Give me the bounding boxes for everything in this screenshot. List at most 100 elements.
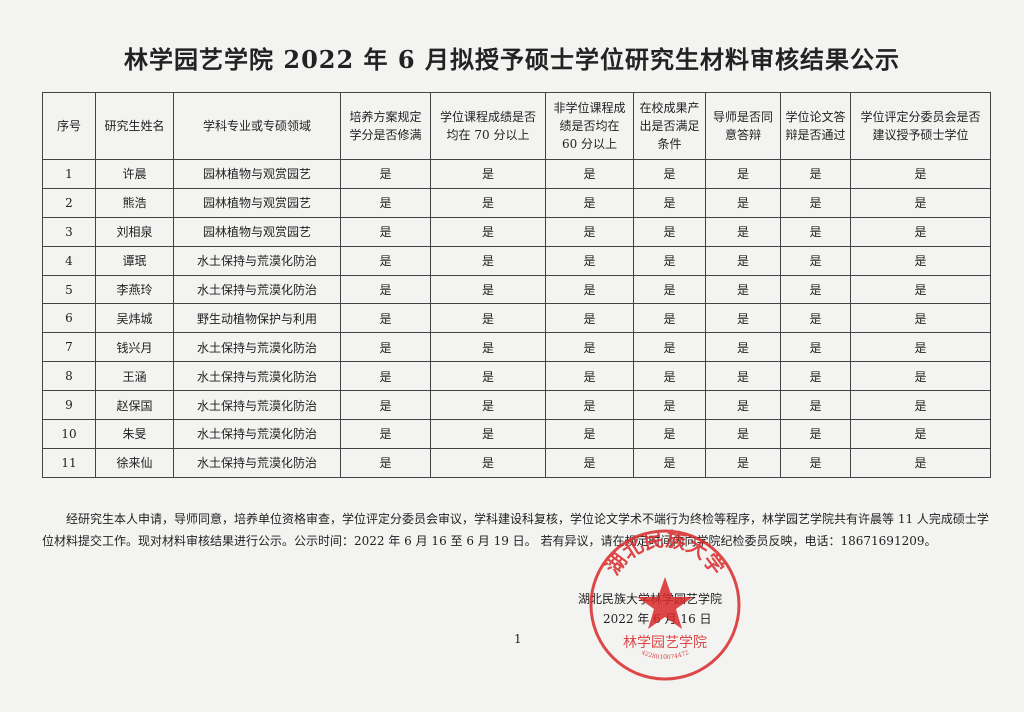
stamp-top: 湖北民族大学 — [601, 527, 730, 579]
table-cell: 是 — [430, 216, 546, 247]
table-cell: 是 — [705, 216, 781, 247]
table-cell: 赵保国 — [95, 390, 174, 421]
table-cell: 是 — [545, 361, 634, 392]
table-cell: 水土保持与荒漠化防治 — [173, 245, 341, 276]
table-cell: 是 — [340, 274, 431, 305]
table-cell: 是 — [780, 303, 851, 334]
table-cell: 李燕玲 — [95, 274, 174, 305]
table-cell: 水土保持与荒漠化防治 — [173, 390, 341, 421]
stamp: 湖北民族大学 林学园艺学院 4228010074472 — [589, 527, 741, 681]
table-cell: 是 — [430, 361, 546, 392]
table-cell: 是 — [850, 303, 991, 334]
table-cell: 钱兴月 — [95, 332, 174, 363]
table-cell: 朱旻 — [95, 419, 174, 449]
header-cell: 学位论文答辩是否通过 — [780, 92, 851, 160]
table-cell: 是 — [850, 332, 991, 363]
table-cell: 是 — [850, 274, 991, 305]
stamp-bottom: 林学园艺学院 — [623, 635, 707, 651]
table-cell: 11 — [42, 447, 96, 478]
table-cell: 是 — [340, 159, 431, 189]
table-cell: 是 — [633, 159, 706, 189]
table-cell: 是 — [430, 159, 546, 189]
table-cell: 是 — [633, 303, 706, 334]
table-cell: 园林植物与观赏园艺 — [173, 187, 341, 218]
table-cell: 是 — [430, 187, 546, 218]
table-cell: 是 — [780, 159, 851, 189]
stamp-code: 4228010074472 — [640, 649, 690, 661]
table-cell: 是 — [705, 187, 781, 218]
table-cell: 是 — [340, 332, 431, 363]
table-cell: 是 — [780, 447, 851, 478]
table-cell: 3 — [42, 216, 96, 247]
header-row: 序号 研究生姓名 学科专业或专硕领域 培养方案规定学分是否修满 学位课程成绩是否均在 7… — [42, 92, 991, 160]
table-cell: 是 — [633, 187, 706, 218]
table-body: 1 许晨 园林植物与观赏园艺是是是是是是是 2 熊浩 园林植物与观赏园艺是是是是是是是 3 刘… — [42, 159, 991, 478]
table-row: 9 赵保国 水土保持与荒漠化防治是是是是是是是 — [42, 390, 991, 421]
table-cell: 是 — [430, 303, 546, 334]
table-cell: 是 — [633, 361, 706, 392]
table-cell: 水土保持与荒漠化防治 — [173, 332, 341, 363]
table-cell: 徐来仙 — [95, 447, 174, 478]
table-cell: 水土保持与荒漠化防治 — [173, 419, 341, 449]
header-cell: 导师是否同意答辩 — [705, 92, 781, 160]
table-row: 11 徐来仙 水土保持与荒漠化防治是是是是是是是 — [42, 447, 991, 478]
table-cell: 是 — [780, 419, 851, 449]
notice: 经研究生本人申请，导师同意，培养单位资格审查，学位评定分委员会审议，学科建设科复… — [42, 512, 989, 548]
result-table: 序号 研究生姓名 学科专业或专硕领域 培养方案规定学分是否修满 学位课程成绩是否均在 7… — [42, 92, 991, 478]
table-cell: 是 — [705, 332, 781, 363]
table-cell: 是 — [545, 274, 634, 305]
table-cell: 是 — [633, 390, 706, 421]
table-cell: 是 — [340, 303, 431, 334]
table-cell: 是 — [850, 390, 991, 421]
table-cell: 是 — [705, 447, 781, 478]
table-cell: 4 — [42, 245, 96, 276]
table-cell: 是 — [545, 447, 634, 478]
header-cell: 在校成果产出是否满足条件 — [633, 92, 706, 160]
table-cell: 是 — [430, 274, 546, 305]
table-row: 4 谭珉 水土保持与荒漠化防治是是是是是是是 — [42, 245, 991, 276]
table-cell: 是 — [780, 216, 851, 247]
table-cell: 是 — [545, 332, 634, 363]
table-cell: 是 — [340, 447, 431, 478]
table-cell: 是 — [705, 245, 781, 276]
table-cell: 是 — [780, 187, 851, 218]
table-cell: 9 — [42, 390, 96, 421]
table-cell: 是 — [780, 390, 851, 421]
table-cell: 是 — [633, 332, 706, 363]
table-cell: 是 — [780, 245, 851, 276]
table-cell: 许晨 — [95, 159, 174, 189]
table-cell: 8 — [42, 361, 96, 392]
table-cell: 是 — [850, 159, 991, 189]
table-cell: 5 — [42, 274, 96, 305]
table-cell: 是 — [340, 245, 431, 276]
table-cell: 吴炜城 — [95, 303, 174, 334]
table-cell: 是 — [545, 390, 634, 421]
table-row: 5 李燕玲 水土保持与荒漠化防治是是是是是是是 — [42, 274, 991, 305]
header-cell: 学位课程成绩是否均在 70 分以上 — [430, 92, 546, 160]
table-cell: 是 — [545, 159, 634, 189]
table-cell: 是 — [850, 216, 991, 247]
table-cell: 是 — [340, 361, 431, 392]
table-cell: 熊浩 — [95, 187, 174, 218]
table-cell: 2 — [42, 187, 96, 218]
table-cell: 10 — [42, 419, 96, 449]
table-cell: 是 — [780, 274, 851, 305]
table-cell: 是 — [780, 332, 851, 363]
table-cell: 是 — [545, 245, 634, 276]
table-cell: 是 — [633, 419, 706, 449]
table-cell: 是 — [430, 419, 546, 449]
header-cell: 研究生姓名 — [95, 92, 174, 160]
table-cell: 是 — [340, 419, 431, 449]
header-cell: 学位评定分委员会是否建议授予硕士学位 — [850, 92, 991, 160]
table-cell: 是 — [633, 216, 706, 247]
table-row: 8 王涵 水土保持与荒漠化防治是是是是是是是 — [42, 361, 991, 392]
table-cell: 是 — [850, 419, 991, 449]
title: 林学园艺学院 2022 年 6 月拟授予硕士学位研究生材料审核结果公示 — [124, 45, 900, 74]
table-cell: 是 — [545, 419, 634, 449]
table-row: 3 刘相泉 园林植物与观赏园艺是是是是是是是 — [42, 216, 991, 247]
header-cell: 非学位课程成绩是否均在 60 分以上 — [545, 92, 634, 160]
table-cell: 刘相泉 — [95, 216, 174, 247]
table-cell: 是 — [545, 216, 634, 247]
table-cell: 是 — [705, 361, 781, 392]
